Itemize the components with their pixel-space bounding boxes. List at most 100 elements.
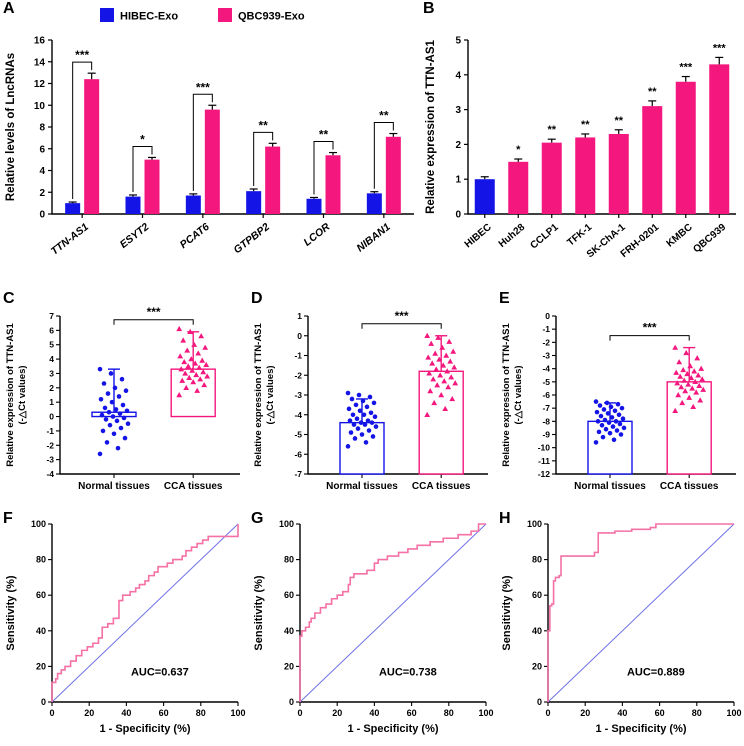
data-point: [122, 435, 128, 441]
chart-c-scatter: 7 6 5 4 3 2 1 0 -1 -2 -3 -4 Relative expression of T…: [5, 305, 240, 492]
panel-f-label: F: [3, 510, 13, 527]
chart-a-lncrna-bars: 0 2 4 6 8 10 12 14 16 Relative levels of LncRNAs H…: [5, 8, 414, 258]
chart-text: 40: [36, 626, 46, 636]
chart-text: 0: [297, 708, 302, 718]
data-point: [180, 337, 187, 343]
chart-text: 100: [279, 519, 294, 529]
panel-h: H 0 0 20 20 40 40 60 60 80 80 100 100 AUC=0.889 1 - S…: [496, 510, 744, 746]
data-point: [436, 356, 443, 362]
chart-text: 80: [36, 555, 46, 565]
panel-g-label: G: [251, 510, 264, 527]
panel-h-label: H: [499, 510, 511, 527]
data-point: [107, 422, 113, 428]
reference-diagonal: [51, 523, 239, 703]
data-point: [621, 425, 627, 431]
chart-text: 100: [527, 519, 542, 529]
bar: [246, 191, 262, 214]
chart-text: 1: [297, 311, 302, 321]
figure-row-1: A 0 2 4 6 8 10 12 14 16 Relative levels of LncRNA…: [0, 0, 744, 290]
data-point: [675, 392, 682, 398]
significance-stars: **: [648, 86, 657, 98]
legend-label-hibec-exo: HIBEC-Exo: [120, 11, 178, 23]
y-axis-label-2: (-△Ct values): [17, 365, 28, 424]
bar: [541, 142, 562, 214]
data-point: [686, 394, 693, 400]
data-point: [446, 338, 453, 344]
chart-text: 0: [289, 697, 294, 707]
x-category-label: CCA tissues: [164, 481, 223, 492]
data-point: [358, 420, 364, 425]
data-point: [611, 437, 617, 443]
data-point: [424, 332, 431, 338]
chart-text: 40: [284, 626, 294, 636]
chart-text: 40: [369, 708, 379, 718]
chart-text: 1: [49, 397, 54, 407]
data-point: [677, 373, 684, 379]
data-point: [366, 428, 372, 433]
data-point: [352, 436, 358, 441]
bar: [608, 133, 629, 214]
data-point: [108, 371, 114, 376]
data-point: [678, 384, 685, 390]
chart-text: -6: [294, 449, 302, 459]
data-point: [695, 372, 702, 378]
group-bar: [339, 421, 385, 475]
data-point: [176, 392, 183, 398]
x-category-label: TTN-AS1: [49, 221, 91, 258]
x-category-label: PCAT6: [178, 221, 212, 251]
chart-text: 20: [84, 708, 94, 718]
data-point: [351, 422, 357, 427]
significance-stars: **: [581, 119, 590, 131]
data-point: [103, 417, 109, 422]
chart-text: 0: [455, 210, 461, 221]
chart-text: 3: [49, 368, 54, 378]
data-point: [190, 379, 197, 385]
x-axis-label: 1 - Specificity (%): [99, 723, 190, 735]
bar: [65, 203, 81, 214]
significance-bracket: [192, 93, 213, 191]
chart-text: 8: [39, 123, 45, 134]
data-point: [688, 374, 695, 381]
data-point: [201, 381, 208, 388]
chart-text: 20: [36, 661, 46, 671]
x-category-label: LCOR: [302, 221, 333, 249]
data-point: [620, 416, 626, 421]
data-point: [123, 388, 129, 393]
x-category-label: HIBEC: [463, 222, 494, 250]
data-point: [357, 408, 363, 414]
data-point: [121, 415, 127, 421]
chart-g-roc: 00 20 20 40 40 60 60 80 80 100 100 AUC=0.738 1 - Spe…: [253, 519, 494, 735]
data-point: [199, 357, 206, 363]
chart-d-scatter: 1 0 -1 -2 -3 -4 -5 -6 -7 Relative expression of T…: [253, 309, 488, 492]
chart-text: -3: [542, 351, 550, 361]
data-point: [593, 440, 599, 445]
data-point: [367, 394, 373, 400]
data-point: [613, 419, 619, 424]
chart-text: 1: [455, 175, 461, 186]
data-point: [100, 428, 106, 434]
data-point: [111, 431, 117, 437]
data-point: [113, 407, 119, 412]
data-point: [179, 377, 186, 383]
x-category-label: CCA tissues: [412, 481, 471, 492]
data-point: [118, 425, 124, 431]
chart-text: 16: [34, 36, 46, 47]
y-axis-label: Relative expression of TTN-AS1: [425, 39, 437, 213]
chart-text: 4: [49, 354, 54, 364]
data-point: [204, 373, 211, 379]
auc-label: AUC=0.637: [131, 666, 189, 678]
chart-text: 0: [297, 331, 302, 341]
data-point: [696, 382, 703, 388]
data-point: [447, 358, 454, 364]
chart-text: 80: [196, 708, 206, 718]
data-point: [99, 412, 105, 418]
chart-text: -4: [294, 410, 302, 420]
chart-text: -5: [294, 430, 302, 440]
panel-a-label: A: [3, 0, 15, 17]
significance-stars: ***: [643, 321, 657, 335]
panel-c: C 7 6 5 4 3 2 1 0 -1 -2 -3 -4 Relative expression of…: [0, 290, 248, 510]
chart-text: -2: [542, 337, 550, 347]
data-point: [451, 364, 458, 370]
legend-swatch-qbc939-exo: [218, 8, 232, 22]
chart-text: 2: [455, 140, 461, 151]
